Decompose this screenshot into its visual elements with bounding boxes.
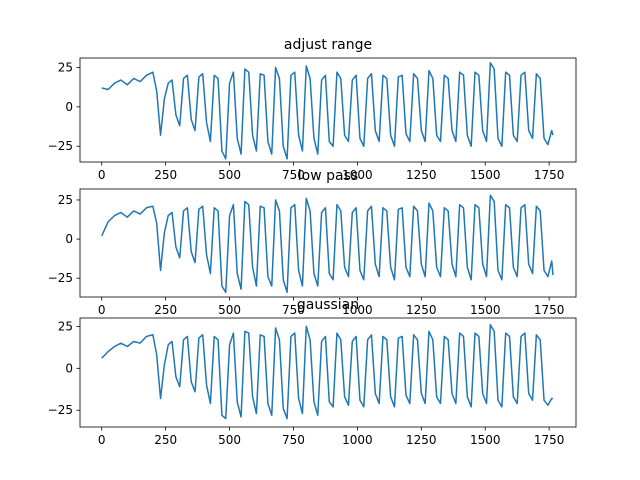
x-tick-label: 1500 bbox=[470, 303, 501, 317]
series-line bbox=[101, 61, 554, 160]
x-tick-label: 500 bbox=[218, 168, 241, 182]
y-tick-label: −25 bbox=[48, 271, 73, 285]
panel-title: low pass bbox=[298, 168, 358, 184]
y-tick-label: −25 bbox=[48, 403, 73, 417]
x-tick-label: 750 bbox=[282, 168, 305, 182]
x-tick-label: 1250 bbox=[406, 303, 437, 317]
panel-adjust-range: 0 250 500 750 1000 1250 1500 1750 −25 0 25 adjust r… bbox=[48, 37, 577, 182]
axes-frame bbox=[79, 57, 577, 163]
y-tick-label: 0 bbox=[65, 361, 73, 375]
x-tick-label: 250 bbox=[154, 303, 177, 317]
series-line bbox=[101, 194, 554, 294]
x-tick-label: 1500 bbox=[470, 433, 501, 447]
axes-frame bbox=[79, 317, 577, 428]
x-tick-label: 250 bbox=[154, 168, 177, 182]
x-tick-label: 1500 bbox=[470, 168, 501, 182]
x-tick-label: 750 bbox=[282, 303, 305, 317]
x-tick-label: 0 bbox=[98, 303, 106, 317]
x-tick-label: 1250 bbox=[406, 168, 437, 182]
series-line bbox=[101, 323, 553, 420]
panel-low-pass: 0 250 500 750 1000 1250 1500 1750 −25 0 25 low pass bbox=[48, 168, 577, 317]
x-tick-label: 1750 bbox=[534, 303, 565, 317]
panel-title: adjust range bbox=[284, 37, 372, 53]
x-tick-label: 500 bbox=[218, 303, 241, 317]
x-tick-label: 1000 bbox=[342, 303, 373, 317]
x-tick-label: 1000 bbox=[342, 168, 373, 182]
y-tick-label: 25 bbox=[58, 193, 73, 207]
x-tick-label: 500 bbox=[218, 433, 241, 447]
x-tick-label: 1250 bbox=[406, 433, 437, 447]
y-tick-label: −25 bbox=[48, 139, 73, 153]
x-tick-label: 1000 bbox=[342, 433, 373, 447]
y-tick-label: 0 bbox=[65, 100, 73, 114]
y-tick-label: 0 bbox=[65, 232, 73, 246]
x-tick-label: 750 bbox=[282, 433, 305, 447]
x-tick-label: 1750 bbox=[534, 168, 565, 182]
y-tick-label: 25 bbox=[58, 60, 73, 74]
x-tick-label: 0 bbox=[98, 433, 106, 447]
panel-gaussian: 0 250 500 750 1000 1250 1500 1750 −25 0 25 gaussian bbox=[48, 297, 577, 447]
y-tick-label: 25 bbox=[58, 319, 73, 333]
x-tick-label: 0 bbox=[98, 168, 106, 182]
axes-frame bbox=[79, 188, 577, 298]
x-tick-label: 1750 bbox=[534, 433, 565, 447]
x-tick-label: 250 bbox=[154, 433, 177, 447]
panel-title: gaussian bbox=[297, 297, 359, 313]
